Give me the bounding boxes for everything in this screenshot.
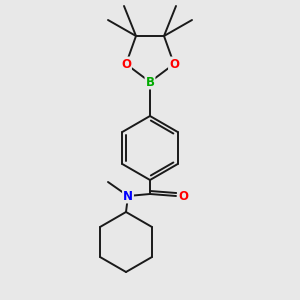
Text: O: O — [178, 190, 188, 202]
Text: O: O — [121, 58, 131, 70]
Text: B: B — [146, 76, 154, 88]
Text: N: N — [123, 190, 133, 202]
Text: O: O — [169, 58, 179, 70]
